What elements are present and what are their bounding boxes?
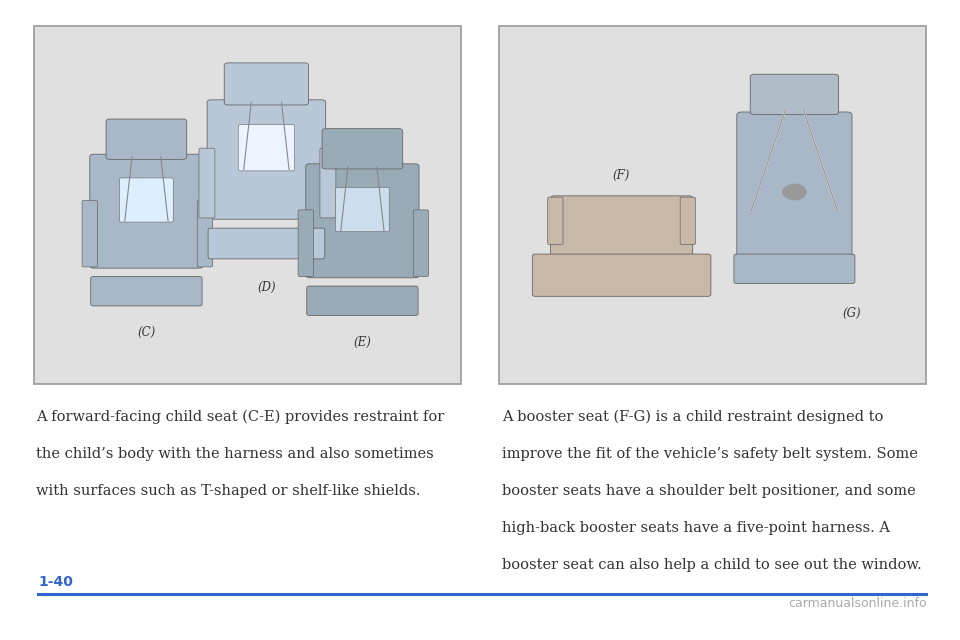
Text: improve the fit of the vehicle’s safety belt system. Some: improve the fit of the vehicle’s safety …: [502, 447, 918, 461]
Text: (G): (G): [843, 307, 861, 320]
FancyBboxPatch shape: [83, 200, 98, 267]
Text: 1-40: 1-40: [38, 575, 73, 589]
Text: (C): (C): [137, 326, 156, 339]
FancyBboxPatch shape: [320, 148, 336, 218]
Text: carmanualsonline.info: carmanualsonline.info: [788, 597, 926, 610]
FancyBboxPatch shape: [532, 254, 711, 296]
Text: the child’s body with the harness and also sometimes: the child’s body with the harness and al…: [36, 447, 434, 461]
Text: with surfaces such as T-shaped or shelf-like shields.: with surfaces such as T-shaped or shelf-…: [36, 484, 421, 498]
FancyBboxPatch shape: [734, 254, 855, 284]
FancyBboxPatch shape: [199, 148, 215, 218]
Text: A forward-facing child seat (C-E) provides restraint for: A forward-facing child seat (C-E) provid…: [36, 410, 444, 424]
FancyBboxPatch shape: [681, 197, 696, 244]
FancyBboxPatch shape: [298, 210, 313, 276]
Text: high-back booster seats have a five-point harness. A: high-back booster seats have a five-poin…: [502, 521, 890, 535]
FancyBboxPatch shape: [120, 178, 174, 222]
Text: booster seat can also help a child to see out the window.: booster seat can also help a child to se…: [502, 558, 922, 572]
Text: booster seats have a shoulder belt positioner, and some: booster seats have a shoulder belt posit…: [502, 484, 916, 498]
FancyBboxPatch shape: [207, 100, 325, 219]
Text: (E): (E): [353, 336, 372, 349]
FancyBboxPatch shape: [737, 112, 852, 259]
Text: A booster seat (F-G) is a child restraint designed to: A booster seat (F-G) is a child restrain…: [502, 410, 883, 424]
FancyBboxPatch shape: [751, 74, 839, 115]
Circle shape: [783, 184, 805, 200]
FancyBboxPatch shape: [225, 63, 308, 105]
Text: (D): (D): [257, 280, 276, 294]
FancyBboxPatch shape: [34, 26, 461, 384]
FancyBboxPatch shape: [551, 196, 693, 259]
FancyBboxPatch shape: [323, 129, 403, 169]
FancyBboxPatch shape: [547, 197, 563, 244]
FancyBboxPatch shape: [305, 164, 419, 278]
FancyBboxPatch shape: [91, 276, 203, 306]
FancyBboxPatch shape: [413, 210, 428, 276]
FancyBboxPatch shape: [90, 154, 204, 268]
FancyBboxPatch shape: [107, 119, 186, 159]
FancyBboxPatch shape: [208, 228, 324, 259]
FancyBboxPatch shape: [499, 26, 926, 384]
FancyBboxPatch shape: [198, 200, 213, 267]
FancyBboxPatch shape: [336, 188, 390, 232]
FancyBboxPatch shape: [307, 286, 419, 316]
FancyBboxPatch shape: [238, 125, 295, 171]
Text: (F): (F): [612, 170, 631, 182]
